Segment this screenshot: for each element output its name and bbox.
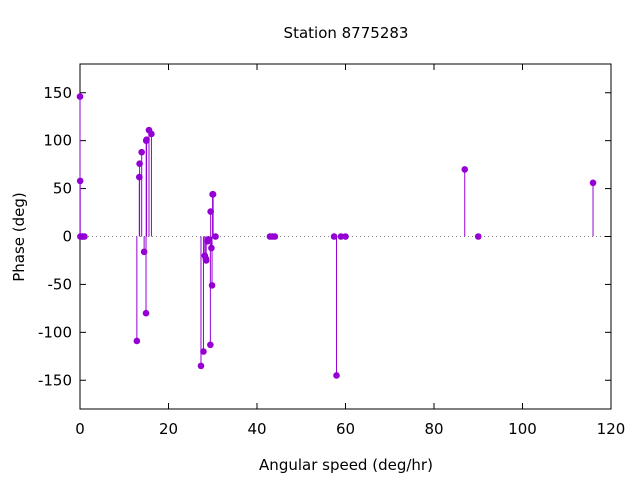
data-point: [337, 233, 345, 240]
data-point: [342, 233, 349, 240]
x-axis-ticks: 0 20 40 60 80 100 120: [75, 64, 625, 438]
data-point: [133, 337, 141, 345]
y-tick-label: 100: [43, 132, 72, 150]
data-point: [461, 166, 469, 173]
data-point: [271, 233, 279, 240]
data-point: [212, 233, 219, 240]
data-point: [208, 282, 216, 289]
y-tick-label: -50: [48, 275, 73, 293]
x-axis-label: Angular speed (deg/hr): [259, 456, 433, 474]
x-tick-label: 100: [508, 420, 537, 438]
x-tick-label: 120: [597, 420, 626, 438]
y-tick-label: 0: [62, 228, 72, 246]
data-point: [330, 233, 338, 240]
data-point: [205, 236, 212, 243]
data-point: [76, 177, 84, 185]
y-axis-ticks: -150 -100 -50 0 50 100 150: [38, 84, 611, 389]
data-point: [81, 233, 88, 240]
x-tick-label: 0: [75, 420, 85, 438]
chart-title: Station 8775283: [284, 24, 409, 42]
data-point: [142, 309, 150, 317]
x-tick-label: 60: [336, 420, 355, 438]
data-point: [135, 173, 143, 181]
data-point: [589, 179, 597, 187]
x-tick-label: 20: [159, 420, 178, 438]
data-points: [76, 93, 597, 379]
y-tick-label: -150: [38, 371, 72, 389]
data-point: [143, 136, 150, 144]
y-axis-label: Phase (deg): [10, 192, 28, 282]
data-point: [148, 130, 155, 138]
x-tick-label: 40: [247, 420, 266, 438]
data-point: [209, 191, 217, 198]
data-point: [140, 248, 148, 256]
data-point: [136, 160, 143, 167]
x-tick-label: 80: [424, 420, 443, 438]
data-point: [202, 257, 210, 264]
data-point: [333, 372, 340, 379]
data-point: [474, 233, 482, 240]
data-point: [208, 244, 215, 252]
data-point: [207, 208, 214, 215]
y-tick-label: -100: [38, 323, 72, 341]
data-point: [138, 148, 145, 156]
data-point: [207, 341, 214, 349]
y-tick-label: 50: [53, 180, 72, 198]
data-point: [200, 348, 207, 355]
data-point: [76, 93, 84, 100]
y-tick-label: 150: [43, 84, 72, 102]
data-point: [197, 362, 205, 370]
